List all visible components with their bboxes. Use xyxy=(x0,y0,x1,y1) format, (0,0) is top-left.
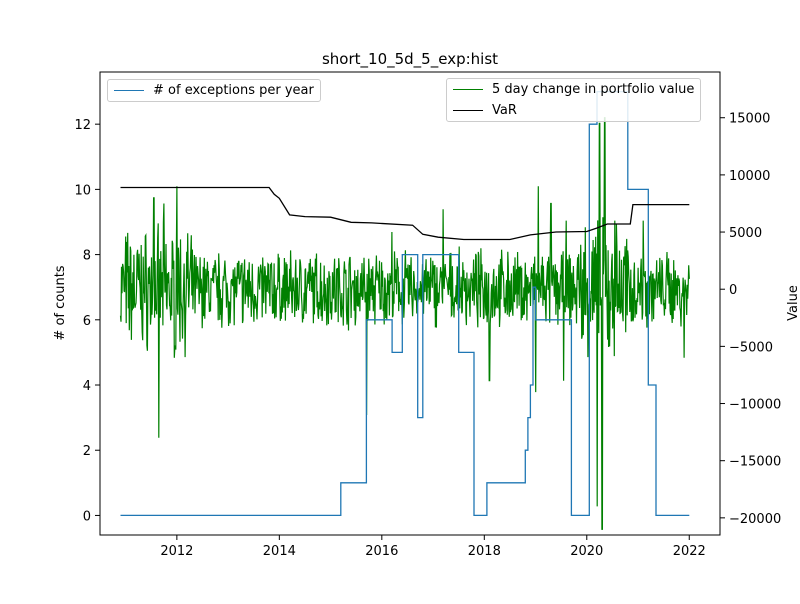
x-tick-label: 2014 xyxy=(263,544,296,559)
left-axis-label: # of counts xyxy=(53,265,68,340)
right-tick-label: 0 xyxy=(729,283,737,298)
legend-swatch-var xyxy=(453,110,483,111)
legend-label-var: VaR xyxy=(492,103,517,118)
legend-swatch-portfolio xyxy=(453,89,483,90)
right-axis-label: Value xyxy=(786,285,800,321)
right-tick-label: 10000 xyxy=(729,169,770,184)
legend-right: 5 day change in portfolio value VaR xyxy=(446,78,702,122)
legend-entry-var: VaR xyxy=(447,100,700,121)
right-tick-label: 15000 xyxy=(729,112,770,127)
x-tick-label: 2018 xyxy=(468,544,501,559)
right-tick-label: 5000 xyxy=(729,226,762,241)
x-tick-label: 2016 xyxy=(365,544,398,559)
series-line-portfolio-change xyxy=(119,117,690,530)
right-tick-label: −10000 xyxy=(729,398,781,413)
left-tick-label: 12 xyxy=(74,118,91,133)
x-tick-label: 2020 xyxy=(570,544,603,559)
legend-label-exceptions: # of exceptions per year xyxy=(153,83,314,98)
left-tick-label: 0 xyxy=(83,509,91,524)
series-line-var xyxy=(120,186,690,241)
legend-label-portfolio: 5 day change in portfolio value xyxy=(492,82,695,97)
left-tick-label: 4 xyxy=(83,379,91,394)
chart-title: short_10_5d_5_exp:hist xyxy=(322,50,498,69)
right-tick-label: −5000 xyxy=(729,340,773,355)
legend-left: # of exceptions per year xyxy=(107,79,321,102)
left-tick-label: 6 xyxy=(83,314,91,329)
x-tick-label: 2022 xyxy=(673,544,706,559)
right-tick-label: −15000 xyxy=(729,455,781,470)
legend-entry-exceptions: # of exceptions per year xyxy=(108,80,320,101)
legend-swatch-exceptions xyxy=(114,90,144,91)
left-tick-label: 2 xyxy=(83,444,91,459)
plot-frame xyxy=(99,71,721,536)
right-tick-label: −20000 xyxy=(729,512,781,527)
legend-entry-portfolio: 5 day change in portfolio value xyxy=(447,79,700,100)
x-tick-label: 2012 xyxy=(160,544,193,559)
left-tick-label: 8 xyxy=(83,249,91,264)
left-tick-label: 10 xyxy=(74,183,91,198)
